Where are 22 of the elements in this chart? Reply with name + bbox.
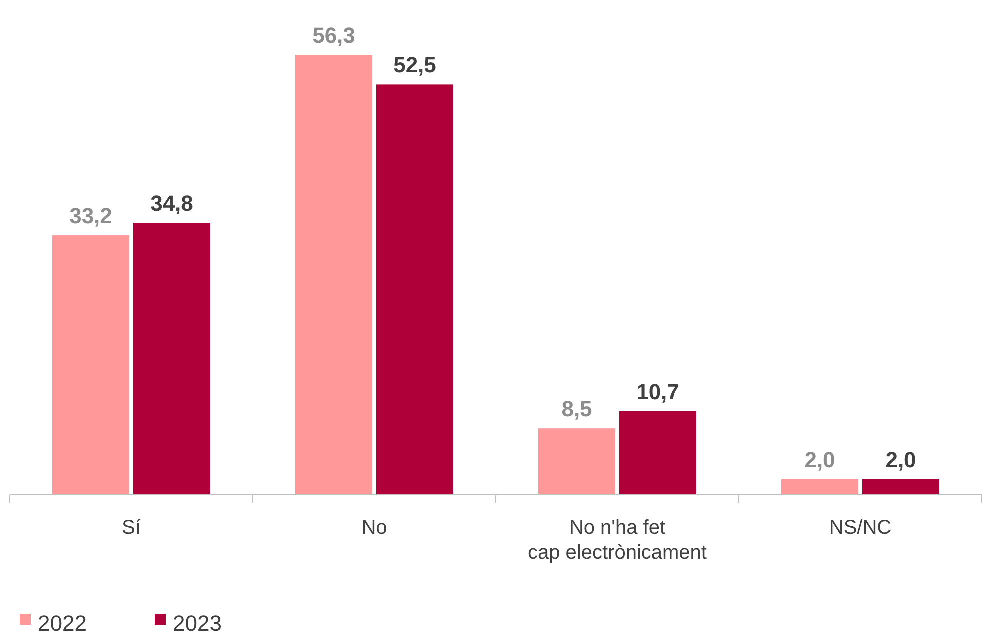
x-tick-label: No [362, 517, 388, 539]
x-tick-label: NS/NC [829, 517, 892, 539]
data-label: 8,5 [562, 396, 592, 422]
bar [538, 428, 616, 495]
data-label: 34,8 [150, 191, 194, 216]
x-tick-label: No n'ha fet cap electrònicament [528, 517, 708, 564]
bar [620, 411, 696, 495]
data-label: 10,7 [636, 379, 680, 404]
data-label: 33,2 [70, 204, 112, 229]
x-tick-label: Sí [122, 517, 142, 539]
bar [296, 55, 372, 495]
bar [134, 223, 210, 495]
bar [862, 479, 940, 495]
bar [52, 236, 130, 495]
data-label: 2,0 [886, 447, 916, 472]
data-label: 52,5 [394, 52, 436, 78]
bar [376, 84, 454, 495]
data-label: 56,3 [312, 23, 356, 48]
legend-label: 2022 [38, 610, 87, 635]
data-label: 2,0 [804, 447, 836, 472]
bar [782, 479, 858, 495]
legend-label: 2023 [173, 610, 222, 635]
